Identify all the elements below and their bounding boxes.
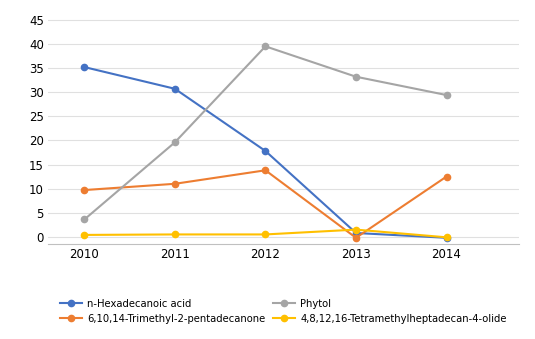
n-Hexadecanoic acid bbox=[262, 149, 269, 153]
Legend: n-Hexadecanoic acid, 6,10,14-Trimethyl-2-pentadecanone, Phytol, 4,8,12,16-Tetram: n-Hexadecanoic acid, 6,10,14-Trimethyl-2… bbox=[57, 296, 510, 327]
Line: n-Hexadecanoic acid: n-Hexadecanoic acid bbox=[81, 64, 449, 241]
4,8,12,16-Tetramethylheptadecan-4-olide bbox=[353, 227, 359, 232]
6,10,14-Trimethyl-2-pentadecanone bbox=[172, 182, 178, 186]
n-Hexadecanoic acid bbox=[81, 65, 88, 69]
n-Hexadecanoic acid bbox=[353, 231, 359, 235]
n-Hexadecanoic acid bbox=[444, 236, 450, 240]
Phytol bbox=[444, 93, 450, 97]
n-Hexadecanoic acid bbox=[172, 87, 178, 91]
Line: 6,10,14-Trimethyl-2-pentadecanone: 6,10,14-Trimethyl-2-pentadecanone bbox=[81, 167, 449, 241]
6,10,14-Trimethyl-2-pentadecanone bbox=[262, 168, 269, 172]
4,8,12,16-Tetramethylheptadecan-4-olide bbox=[262, 233, 269, 237]
Phytol bbox=[262, 44, 269, 48]
Line: Phytol: Phytol bbox=[81, 43, 449, 223]
6,10,14-Trimethyl-2-pentadecanone bbox=[81, 188, 88, 192]
Phytol bbox=[172, 140, 178, 144]
Phytol bbox=[81, 217, 88, 221]
4,8,12,16-Tetramethylheptadecan-4-olide bbox=[172, 233, 178, 237]
4,8,12,16-Tetramethylheptadecan-4-olide bbox=[444, 235, 450, 239]
6,10,14-Trimethyl-2-pentadecanone bbox=[444, 175, 450, 179]
Phytol bbox=[353, 75, 359, 79]
4,8,12,16-Tetramethylheptadecan-4-olide bbox=[81, 233, 88, 237]
Line: 4,8,12,16-Tetramethylheptadecan-4-olide: 4,8,12,16-Tetramethylheptadecan-4-olide bbox=[81, 226, 449, 240]
6,10,14-Trimethyl-2-pentadecanone bbox=[353, 236, 359, 240]
